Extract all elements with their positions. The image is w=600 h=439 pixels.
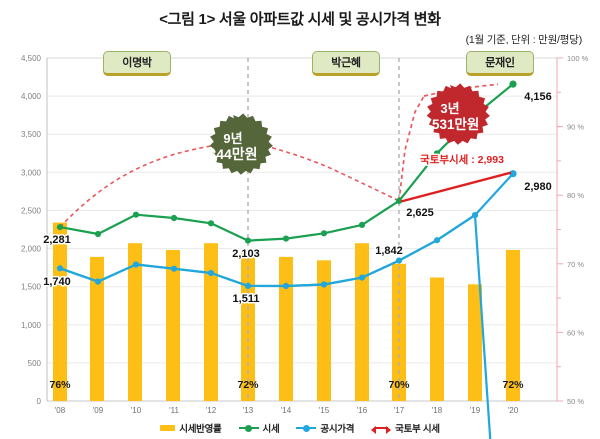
right-axis-ticks	[557, 57, 563, 402]
line-gukto-solid	[400, 171, 512, 203]
chart-subtitle: (1월 기준, 단위 : 만원/평당)	[465, 34, 583, 46]
right-axis-labels: 100 % 90 % 80 % 70 % 60 % 50 %	[567, 54, 589, 406]
period-box-lee: 이명박	[103, 51, 171, 76]
burst-green-line2: 344만원	[208, 146, 257, 162]
svg-text:60 %: 60 %	[567, 328, 584, 337]
svg-text:50 %: 50 %	[567, 397, 584, 406]
bar-label-2020: 72%	[502, 379, 524, 391]
svg-text:'08: '08	[55, 406, 66, 415]
bar-label-2008: 76%	[49, 379, 71, 391]
svg-text:'14: '14	[281, 406, 292, 415]
legend-item-gongsi: 공시가격	[296, 421, 354, 435]
svg-text:'13: '13	[243, 406, 254, 415]
burst-green-line1: 9년	[223, 131, 242, 146]
svg-text:'11: '11	[169, 406, 179, 415]
bar-percent-labels: 76% 72% 70% 72%	[49, 379, 524, 391]
label-sise-2008: 2,281	[43, 234, 71, 246]
label-gongsi-2020: 2,980	[524, 181, 552, 193]
svg-text:80 %: 80 %	[567, 191, 584, 200]
svg-text:'18: '18	[432, 406, 443, 415]
legend-bar-swatch	[160, 425, 176, 431]
bar-label-2017: 70%	[388, 379, 410, 391]
svg-text:0: 0	[37, 397, 42, 406]
legend-item-sise: 시세	[238, 421, 280, 435]
svg-text:'12: '12	[206, 406, 217, 415]
svg-text:70 %: 70 %	[567, 260, 584, 269]
legend-item-gukto: 국토부 시세	[371, 421, 440, 435]
legend-line-swatch-green	[238, 423, 259, 433]
bars-sise-banyoungryul	[53, 222, 520, 401]
starburst-red: 3년 1,531만원	[421, 83, 490, 145]
svg-text:90 %: 90 %	[567, 123, 584, 132]
svg-text:'17: '17	[394, 406, 405, 415]
svg-text:'16: '16	[357, 406, 368, 415]
svg-text:'19: '19	[470, 406, 481, 415]
label-gukto-series: 국토부시세 : 2,993	[420, 153, 504, 166]
svg-text:'10: '10	[131, 406, 142, 415]
bar-label-2013: 72%	[237, 379, 259, 391]
line-gongsi	[56, 170, 517, 439]
left-axis-labels: 4,500 4,000 3,500 3,000 2,500 2,000 1,50…	[21, 54, 42, 406]
label-gongsi-2013: 1,511	[233, 293, 260, 305]
burst-red-line2: 1,531만원	[421, 117, 480, 132]
svg-text:'15: '15	[319, 406, 330, 415]
svg-text:1,000: 1,000	[21, 321, 42, 330]
burst-red-line1: 3년	[440, 101, 459, 116]
legend-label-sise: 시세	[262, 424, 280, 435]
legend-label-banyoungryul: 시세반영률	[179, 424, 222, 435]
legend-line-swatch-blue	[296, 423, 317, 433]
svg-text:3,000: 3,000	[21, 168, 42, 177]
svg-text:3,500: 3,500	[21, 130, 42, 139]
svg-text:'09: '09	[93, 406, 104, 415]
svg-text:4,500: 4,500	[21, 54, 42, 63]
svg-text:4,000: 4,000	[21, 92, 42, 101]
svg-text:100 %: 100 %	[567, 54, 589, 63]
legend-item-banyoungryul: 시세반영률	[160, 421, 222, 435]
period-box-moon: 문재인	[466, 51, 534, 76]
value-labels: 2,281 1,740 2,103 1,511 2,625 1,842 4,15…	[42, 90, 554, 307]
svg-text:2,500: 2,500	[21, 206, 42, 215]
svg-text:1,500: 1,500	[21, 283, 42, 292]
chart-title: <그림 1> 서울 아파트값 시세 및 공시가격 변화	[159, 11, 441, 28]
starburst-green: 9년 344만원	[208, 113, 273, 175]
svg-text:500: 500	[28, 359, 42, 368]
label-gongsi-2008: 1,740	[43, 276, 71, 288]
legend-label-gukto: 국토부 시세	[395, 424, 440, 435]
legend-arrow-swatch-red	[371, 423, 392, 434]
svg-text:'20: '20	[508, 406, 519, 415]
legend-label-gongsi: 공시가격	[320, 424, 355, 435]
label-sise-2013: 2,103	[232, 248, 260, 260]
label-gongsi-2017: 1,842	[375, 245, 403, 257]
period-box-park: 박근혜	[312, 51, 380, 76]
x-axis-labels: '08 '09 '10 '11 '12 '13 '14 '15 '16 '17 …	[55, 406, 519, 415]
svg-text:2,000: 2,000	[21, 245, 42, 254]
label-sise-2017: 2,625	[406, 207, 434, 219]
label-sise-2020: 4,156	[524, 91, 552, 103]
chart-legend: 시세반영률 시세 공시가격 국토부 시세	[0, 421, 600, 435]
period-dividers	[247, 58, 400, 401]
line-sise	[56, 80, 517, 244]
